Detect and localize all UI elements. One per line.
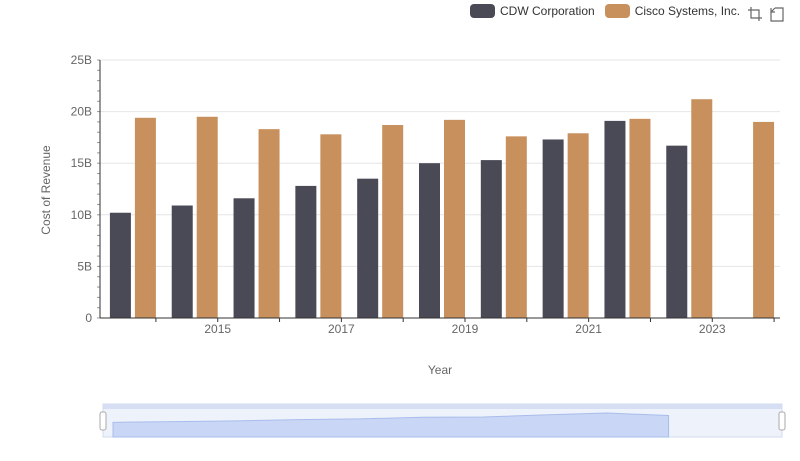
bar-cisco-2015[interactable] [196, 116, 218, 318]
bar-cisco-2022[interactable] [629, 118, 651, 318]
restore-icon[interactable] [769, 6, 785, 22]
legend-label-cdw: CDW Corporation [500, 4, 595, 18]
y-tick-label: 10B [71, 208, 92, 222]
data-zoom-slider[interactable] [99, 403, 786, 438]
zoom-preview-area [112, 412, 670, 438]
y-tick-label: 20B [71, 105, 92, 119]
bar-cisco-2018[interactable] [382, 125, 404, 319]
x-axis-title: Year [428, 363, 452, 377]
bar-cisco-2023[interactable] [691, 99, 713, 318]
bar-cisco-2021[interactable] [567, 133, 589, 318]
bar-cdw-2019[interactable] [419, 163, 440, 318]
bar-cisco-2024[interactable] [753, 121, 775, 318]
bar-cdw-2022[interactable] [604, 120, 626, 318]
y-tick-label: 5B [77, 259, 92, 273]
bar-cdw-2018[interactable] [357, 178, 379, 318]
legend-swatch-cdw [470, 4, 495, 18]
x-tick-label: 2023 [699, 322, 726, 336]
x-tick-label: 2015 [204, 322, 231, 336]
bar-cdw-2023[interactable] [666, 145, 688, 318]
bar-cdw-2015[interactable] [171, 205, 193, 318]
bar-cisco-2014[interactable] [134, 117, 156, 319]
zoom-handle-left[interactable] [99, 411, 107, 431]
legend-swatch-cisco [604, 4, 630, 18]
y-tick-label: 15B [71, 156, 92, 170]
y-axis-title: Cost of Revenue [39, 145, 53, 235]
zoom-handle-right[interactable] [778, 411, 786, 431]
y-tick-label: 0 [85, 311, 92, 325]
bar-cdw-2017[interactable] [295, 185, 317, 318]
toolbox [747, 6, 785, 22]
bar-cisco-2016[interactable] [258, 129, 280, 318]
bar-cdw-2014[interactable] [109, 212, 131, 318]
bar-cisco-2017[interactable] [320, 134, 342, 318]
legend-item-cisco[interactable]: Cisco Systems, Inc. [604, 4, 741, 18]
bar-cdw-2021[interactable] [542, 139, 564, 318]
x-tick-label: 2017 [328, 322, 355, 336]
legend-label-cisco: Cisco Systems, Inc. [634, 4, 741, 18]
x-tick-label: 2021 [575, 322, 602, 336]
y-tick-label: 25B [71, 53, 92, 67]
zoom-top-bar[interactable] [103, 404, 782, 409]
bar-cdw-2020[interactable] [480, 160, 502, 318]
zoom-icon[interactable] [747, 6, 763, 22]
legend: CDW Corporation Cisco Systems, Inc. [470, 4, 750, 18]
bar-cisco-2020[interactable] [505, 136, 527, 318]
x-tick-label: 2019 [452, 322, 479, 336]
bar-cdw-2016[interactable] [233, 198, 255, 318]
legend-item-cdw[interactable]: CDW Corporation [470, 4, 595, 18]
bar-cisco-2019[interactable] [444, 119, 465, 318]
